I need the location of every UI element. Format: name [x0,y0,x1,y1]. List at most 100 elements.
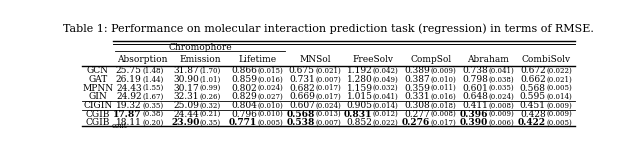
Text: (0.017): (0.017) [431,119,456,127]
Text: (0.21): (0.21) [200,110,221,118]
Text: 0.831: 0.831 [344,110,372,119]
Text: 0.308: 0.308 [404,101,430,110]
Text: (0.017): (0.017) [316,93,341,101]
Text: (0.007): (0.007) [316,119,341,127]
Text: (0.005): (0.005) [546,119,572,127]
Text: (0.005): (0.005) [546,84,572,92]
Text: (0.010): (0.010) [257,102,284,110]
Text: CombiSolv: CombiSolv [522,55,571,64]
Text: Emission: Emission [179,55,221,64]
Text: (0.32): (0.32) [200,102,221,110]
Text: 24.44: 24.44 [173,110,199,119]
Text: (0.021): (0.021) [546,75,572,83]
Text: 0.669: 0.669 [289,92,315,101]
Text: (0.009): (0.009) [431,67,456,75]
Text: (0.011): (0.011) [431,84,456,92]
Text: (0.26): (0.26) [200,93,221,101]
Text: (0.041): (0.041) [373,93,399,101]
Text: 0.731: 0.731 [289,75,315,84]
Text: 26.19: 26.19 [116,75,141,84]
Text: (0.032): (0.032) [373,84,399,92]
Text: (0.008): (0.008) [431,110,456,118]
Text: (0.016): (0.016) [257,75,284,83]
Text: (0.008): (0.008) [488,102,514,110]
Text: 0.387: 0.387 [404,75,430,84]
Text: 19.32: 19.32 [116,101,141,110]
Text: Chromophore: Chromophore [168,43,232,52]
Text: (1.55): (1.55) [142,84,163,92]
Text: (0.021): (0.021) [316,67,341,75]
Text: 0.852: 0.852 [347,118,372,127]
Text: 0.451: 0.451 [520,101,546,110]
Text: 0.802: 0.802 [231,84,257,93]
Text: (0.009): (0.009) [546,110,572,118]
Text: 0.396: 0.396 [460,110,488,119]
Text: (0.014): (0.014) [546,93,572,101]
Text: (0.049): (0.049) [373,75,399,83]
Text: 25.09: 25.09 [173,101,199,110]
Text: 32.31: 32.31 [174,92,199,101]
Text: 0.829: 0.829 [231,92,257,101]
Text: (0.042): (0.042) [373,67,399,75]
Text: (0.99): (0.99) [200,84,221,92]
Text: CGIB: CGIB [86,118,110,127]
Text: 0.866: 0.866 [231,66,257,75]
Text: 25.75: 25.75 [116,66,141,75]
Text: (0.005): (0.005) [257,119,284,127]
Text: (0.041): (0.041) [488,67,514,75]
Text: CIGIN: CIGIN [83,101,113,110]
Text: (0.035): (0.035) [488,84,514,92]
Text: 0.568: 0.568 [520,84,546,93]
Text: 0.798: 0.798 [462,75,488,84]
Text: (1.01): (1.01) [200,75,221,83]
Text: MPNN: MPNN [83,84,113,93]
Text: (0.016): (0.016) [431,93,456,101]
Text: 0.738: 0.738 [462,66,488,75]
Text: 30.90: 30.90 [173,75,199,84]
Text: 0.601: 0.601 [462,84,488,93]
Text: (0.009): (0.009) [546,102,572,110]
Text: (0.010): (0.010) [257,110,284,118]
Text: (0.014): (0.014) [373,102,399,110]
Text: 0.277: 0.277 [404,110,430,119]
Text: 0.428: 0.428 [520,110,546,119]
Text: (0.038): (0.038) [488,75,514,83]
Text: (0.027): (0.027) [257,93,284,101]
Text: Abraham: Abraham [467,55,509,64]
Text: (1.48): (1.48) [142,67,163,75]
Text: (1.70): (1.70) [200,67,221,75]
Text: (0.35): (0.35) [142,102,163,110]
Text: 0.672: 0.672 [520,66,546,75]
Text: (0.017): (0.017) [316,84,341,92]
Text: 0.675: 0.675 [289,66,315,75]
Text: Absorption: Absorption [117,55,167,64]
Text: 0.390: 0.390 [460,118,488,127]
Text: (1.67): (1.67) [142,93,163,101]
Text: 24.92: 24.92 [116,92,141,101]
Text: 0.422: 0.422 [518,118,546,127]
Text: GAT: GAT [88,75,108,84]
Text: (0.35): (0.35) [200,119,221,127]
Text: 31.87: 31.87 [173,66,199,75]
Text: 1.159: 1.159 [346,84,372,93]
Text: (0.013): (0.013) [316,110,341,118]
Text: 1.280: 1.280 [347,75,372,84]
Text: 0.796: 0.796 [231,110,257,119]
Text: 0.568: 0.568 [286,110,315,119]
Text: 0.538: 0.538 [286,118,315,127]
Text: GCN: GCN [87,66,109,75]
Text: (0.012): (0.012) [373,110,399,118]
Text: (1.44): (1.44) [142,75,163,83]
Text: 0.648: 0.648 [462,92,488,101]
Text: (0.38): (0.38) [142,110,163,118]
Text: Lifetime: Lifetime [239,55,276,64]
Text: MNSol: MNSol [300,55,331,64]
Text: (0.015): (0.015) [257,67,284,75]
Text: (0.018): (0.018) [431,102,456,110]
Text: (0.022): (0.022) [546,67,572,75]
Text: (0.20): (0.20) [142,119,163,127]
Text: 0.389: 0.389 [404,66,430,75]
Text: 1.015: 1.015 [346,92,372,101]
Text: Table 1: Performance on molecular interaction prediction task (regression) in te: Table 1: Performance on molecular intera… [63,23,593,34]
Text: (0.024): (0.024) [488,93,514,101]
